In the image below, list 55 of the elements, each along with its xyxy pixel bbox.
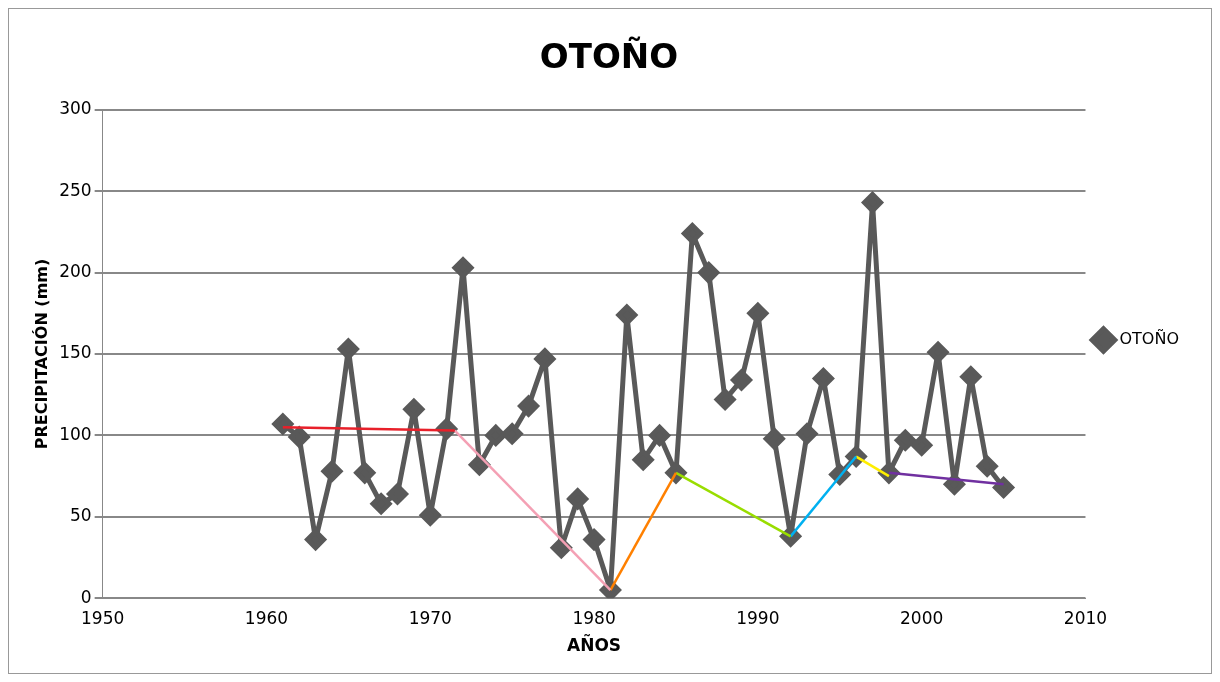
y-tick-label: 100 [59, 423, 92, 444]
point [894, 429, 916, 451]
point [518, 395, 540, 417]
point [993, 477, 1015, 498]
point [649, 424, 671, 446]
point [681, 223, 703, 245]
point [403, 398, 425, 420]
x-tick-label: 1980 [572, 607, 616, 628]
y-axis-title: PRECIPITACIÓN (mm) [31, 258, 51, 450]
point [927, 341, 949, 363]
y-tick-label: 300 [59, 98, 92, 119]
point [387, 483, 408, 505]
point [763, 428, 785, 450]
point [468, 454, 490, 476]
point [305, 529, 327, 551]
point [501, 423, 523, 445]
x-tick-label: 2010 [1063, 607, 1108, 628]
x-tick-label: 1960 [244, 607, 289, 628]
y-tick-label: 150 [59, 342, 92, 363]
point [354, 462, 376, 484]
x-tick-label: 2000 [900, 607, 944, 628]
point [567, 488, 589, 510]
point [550, 537, 572, 559]
point [534, 348, 556, 370]
legend-label: OTOÑO [1119, 329, 1180, 349]
x-tick-label: 1990 [736, 607, 780, 628]
point [632, 449, 654, 471]
y-tick-label: 0 [80, 586, 92, 607]
point [321, 460, 343, 482]
point [370, 493, 392, 515]
x-tick-label: 1970 [408, 607, 452, 628]
point [730, 369, 752, 391]
point [960, 366, 982, 388]
point [698, 262, 720, 284]
y-tick-label: 50 [70, 505, 92, 526]
point [796, 423, 818, 445]
point [911, 434, 933, 456]
point [288, 426, 310, 448]
x-axis-title: AÑOS [567, 633, 622, 656]
point [583, 529, 605, 551]
point [976, 455, 998, 477]
x-tick-label: 1950 [81, 607, 125, 628]
point [714, 389, 736, 411]
point [419, 504, 441, 526]
chart-title: OTOÑO [539, 36, 679, 77]
y-tick-label: 200 [59, 261, 92, 282]
point [337, 338, 359, 360]
point [272, 413, 294, 435]
point [747, 302, 769, 324]
point [452, 257, 474, 279]
point [862, 192, 884, 214]
y-tick-label: 250 [59, 179, 92, 200]
point [616, 304, 638, 326]
point [812, 367, 834, 389]
point [485, 424, 507, 446]
